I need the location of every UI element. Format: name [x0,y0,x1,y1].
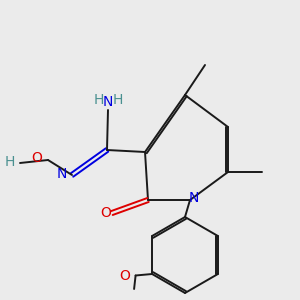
Text: O: O [31,152,42,166]
Text: N: N [188,190,199,205]
Text: N: N [103,94,113,109]
Text: H: H [5,155,16,170]
Text: O: O [100,206,111,220]
Text: O: O [119,268,130,283]
Text: N: N [56,167,67,182]
Text: H: H [112,92,123,106]
Text: H: H [93,92,103,106]
